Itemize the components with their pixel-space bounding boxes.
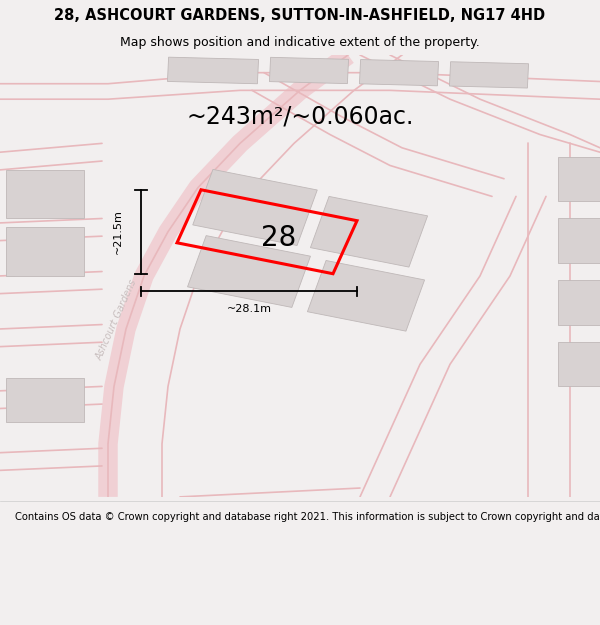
Polygon shape [6, 378, 84, 422]
Text: ~28.1m: ~28.1m [227, 304, 271, 314]
Text: Ashcourt Gardens: Ashcourt Gardens [95, 278, 139, 362]
Polygon shape [310, 196, 428, 267]
Polygon shape [558, 157, 600, 201]
Polygon shape [558, 342, 600, 386]
Polygon shape [449, 62, 529, 88]
Text: Map shows position and indicative extent of the property.: Map shows position and indicative extent… [120, 36, 480, 49]
Polygon shape [167, 57, 259, 84]
Polygon shape [359, 59, 439, 86]
Text: 28, ASHCOURT GARDENS, SUTTON-IN-ASHFIELD, NG17 4HD: 28, ASHCOURT GARDENS, SUTTON-IN-ASHFIELD… [55, 8, 545, 23]
Text: ~21.5m: ~21.5m [113, 209, 123, 254]
Polygon shape [558, 281, 600, 324]
Polygon shape [188, 236, 310, 308]
Text: ~243m²/~0.060ac.: ~243m²/~0.060ac. [187, 105, 413, 129]
Polygon shape [307, 261, 425, 331]
Text: Contains OS data © Crown copyright and database right 2021. This information is : Contains OS data © Crown copyright and d… [15, 512, 600, 522]
Polygon shape [6, 170, 84, 219]
Polygon shape [558, 219, 600, 262]
Polygon shape [269, 58, 349, 84]
Text: 28: 28 [262, 224, 296, 253]
Polygon shape [6, 228, 84, 276]
Polygon shape [193, 169, 317, 246]
